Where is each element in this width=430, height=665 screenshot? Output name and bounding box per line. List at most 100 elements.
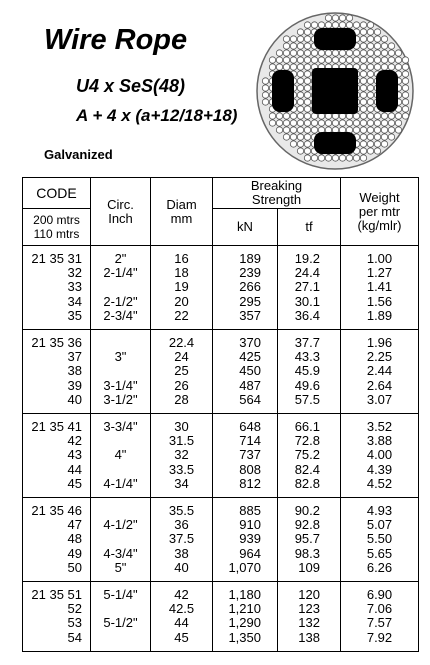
wire	[268, 56, 277, 64]
wire	[359, 77, 368, 85]
header-line: Circ.	[107, 196, 134, 212]
wire	[289, 63, 298, 71]
wire	[338, 49, 347, 57]
wire	[366, 140, 375, 148]
wire	[373, 56, 382, 64]
table-cell: 32	[22, 266, 91, 281]
table-row: 48 37.5 939 95.7 5.50	[22, 532, 419, 547]
wire	[352, 49, 361, 57]
weight-header: Weight per mtr (kg/mlr)	[340, 177, 419, 246]
wire	[366, 98, 375, 106]
table-row: 35 2-3/4" 22 357 36.4 1.89	[22, 308, 419, 330]
table-cell: 54	[22, 630, 91, 652]
wire	[296, 35, 305, 43]
table-row: 21 35 36 22.4 370 37.7 1.96	[22, 329, 419, 351]
table-cell: 132	[277, 616, 341, 631]
table-cell: 964	[212, 546, 278, 561]
table-cell: 109	[277, 560, 341, 582]
row-group: 21 35 41 3-3/4" 30 648 66.1 3.52 42 31.5 714 72.8…	[22, 413, 419, 498]
wire	[331, 56, 340, 64]
wire	[401, 91, 410, 99]
table-cell: 1,210	[212, 602, 278, 617]
table-cell: 120	[277, 581, 341, 603]
table-cell: 812	[212, 476, 278, 498]
wire	[296, 105, 305, 113]
header-line: Inch	[108, 210, 133, 226]
wire	[296, 126, 305, 134]
subtitle: U4 x SeS(48)	[76, 76, 186, 96]
wire	[394, 63, 403, 71]
table-row: 49 4-3/4" 38 964 98.3 5.65	[22, 546, 419, 561]
wire	[289, 119, 298, 127]
wire	[289, 56, 298, 64]
table-cell: 3.88	[340, 434, 419, 449]
table-cell: 5-1/4"	[90, 581, 151, 603]
header-line: per mtr	[358, 203, 401, 219]
wire	[275, 56, 284, 64]
wire	[296, 63, 305, 71]
wire	[387, 63, 396, 71]
wire	[282, 42, 291, 50]
wire	[282, 126, 291, 134]
table-cell: 44	[150, 616, 213, 631]
table-row: 52 42.5 1,210 123 7.06	[22, 602, 419, 617]
wire	[317, 154, 326, 162]
table-cell	[90, 364, 151, 379]
wire	[366, 49, 375, 57]
table-cell: 82.8	[277, 476, 341, 498]
wire	[303, 126, 312, 134]
wire	[380, 42, 389, 50]
table-row: 40 3-1/2" 28 564 57.5 3.07	[22, 392, 419, 414]
wire	[387, 126, 396, 134]
wire	[373, 119, 382, 127]
wire	[366, 35, 375, 43]
wire	[359, 98, 368, 106]
wire	[338, 154, 347, 162]
table-cell	[90, 434, 151, 449]
wire	[331, 14, 340, 22]
wire	[359, 42, 368, 50]
table-row: 54 45 1,350 138 7.92	[22, 630, 419, 652]
table-cell: 7.57	[340, 616, 419, 631]
kn-header: kN	[212, 208, 278, 246]
table-cell: 36.4	[277, 308, 341, 330]
table-cell: 189	[212, 245, 278, 267]
table-cell: 1,290	[212, 616, 278, 631]
wire	[352, 126, 361, 134]
wire	[303, 133, 312, 141]
wire	[261, 77, 270, 85]
table-cell: 98.3	[277, 546, 341, 561]
table-cell: 90.2	[277, 497, 341, 519]
wire	[352, 21, 361, 29]
wire	[296, 133, 305, 141]
table-cell: 2.44	[340, 364, 419, 379]
table-cell	[90, 462, 151, 477]
table-cell: 2-3/4"	[90, 308, 151, 330]
table-cell	[90, 602, 151, 617]
wire	[282, 112, 291, 120]
wire	[380, 140, 389, 148]
wire	[310, 126, 319, 134]
wire	[310, 154, 319, 162]
wire	[401, 84, 410, 92]
wire	[387, 119, 396, 127]
table-cell: 50	[22, 560, 91, 582]
wire	[296, 77, 305, 85]
wire	[359, 133, 368, 141]
table-cell: 5"	[90, 560, 151, 582]
table-cell: 82.4	[277, 462, 341, 477]
code-header: CODE	[22, 177, 91, 209]
wire	[296, 140, 305, 148]
table-cell: 6.26	[340, 560, 419, 582]
table-cell	[90, 280, 151, 295]
wire	[394, 49, 403, 57]
table-cell: 72.8	[277, 434, 341, 449]
wire	[394, 112, 403, 120]
wire	[359, 147, 368, 155]
wire	[373, 140, 382, 148]
table-cell: 3-1/4"	[90, 378, 151, 393]
table-cell: 33	[22, 280, 91, 295]
wire	[380, 63, 389, 71]
table-cell: 1.00	[340, 245, 419, 267]
wire	[366, 112, 375, 120]
